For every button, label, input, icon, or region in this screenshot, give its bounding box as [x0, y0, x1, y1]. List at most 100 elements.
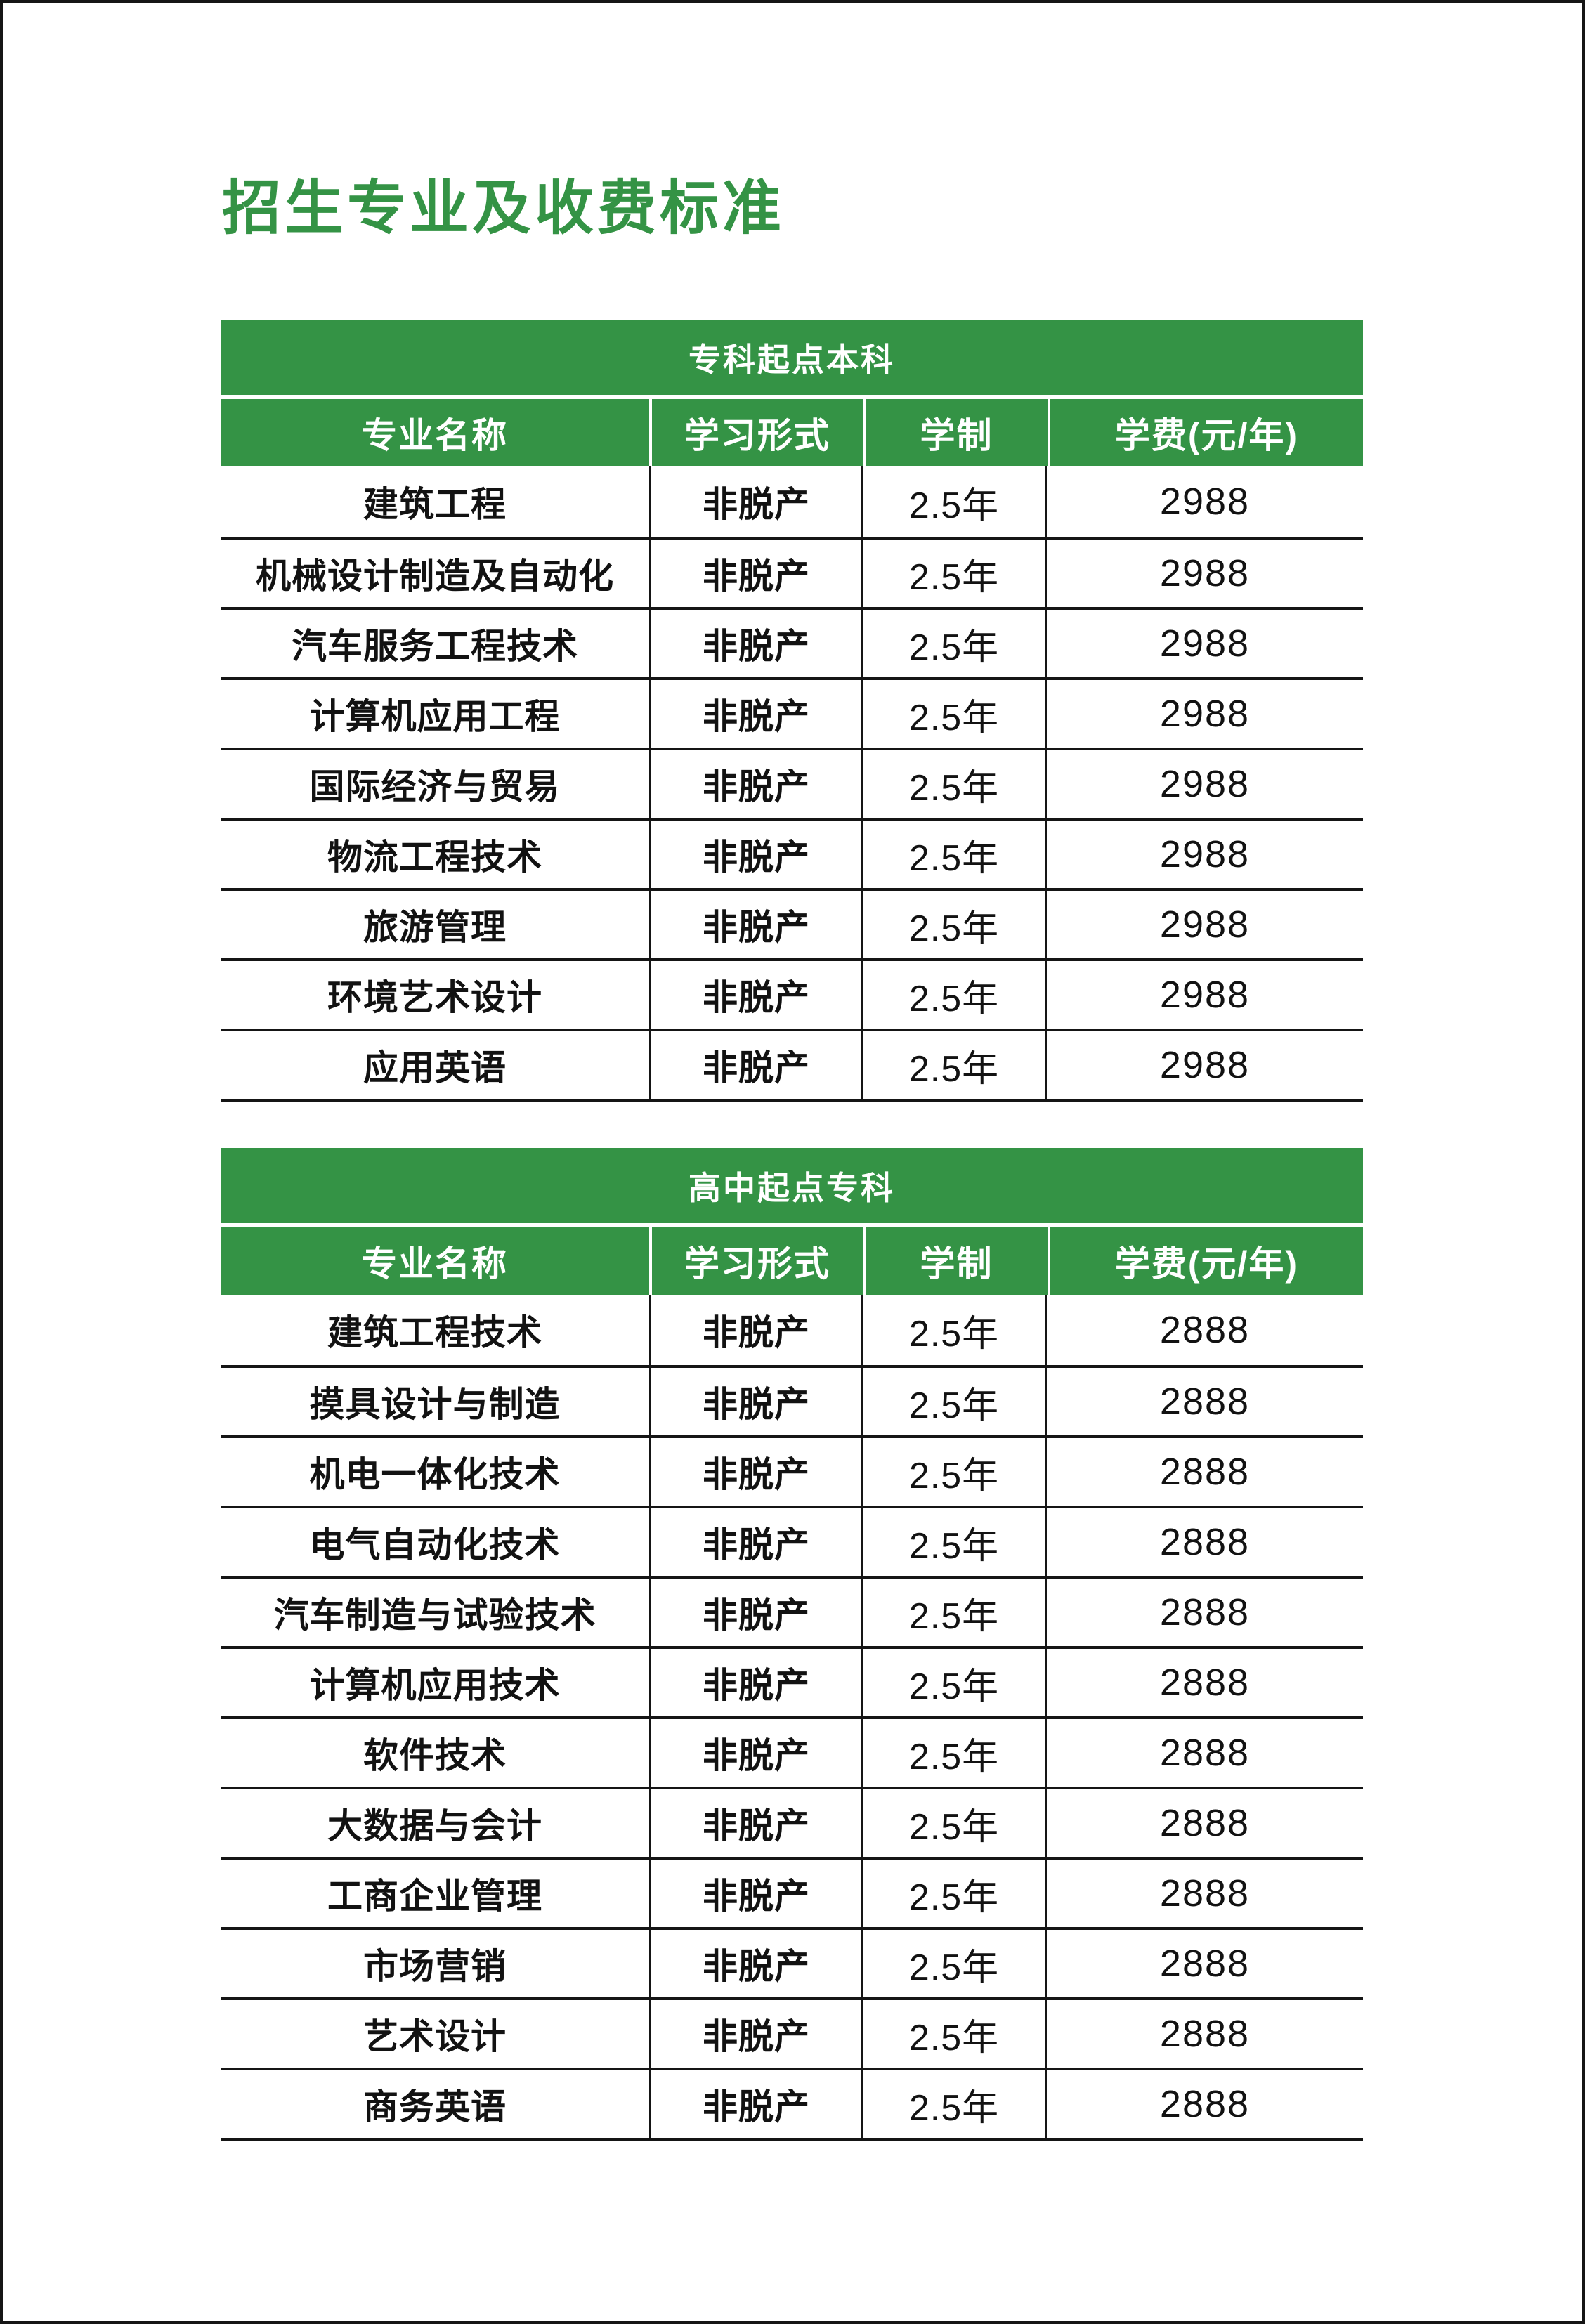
major-name-cell: 建筑工程 — [363, 485, 507, 524]
major-name-cell: 汽车服务工程技术 — [292, 627, 578, 666]
major-name-cell: 工商企业管理 — [327, 1876, 542, 1916]
duration-cell: 2.5年 — [861, 961, 1045, 1029]
duration-cell: 2.5年 — [861, 891, 1045, 958]
study-form-cell: 非脱产 — [649, 1930, 861, 1997]
table-zhuanke: 高中起点专科 专业名称 学习形式 学制 学费(元/年) 建筑工程技术 非脱产 2.5… — [221, 1148, 1363, 2141]
tuition-cell: 2888 — [1045, 1930, 1363, 1997]
table-row: 机械设计制造及自动化 非脱产 2.5年 2988 — [221, 537, 1363, 607]
tuition-cell: 2988 — [1045, 1031, 1363, 1099]
duration-cell: 2.5年 — [861, 1031, 1045, 1099]
table-row: 商务英语 非脱产 2.5年 2888 — [221, 2068, 1363, 2138]
table-row: 软件技术 非脱产 2.5年 2888 — [221, 1716, 1363, 1787]
tuition-cell: 2988 — [1045, 610, 1363, 677]
major-name-cell: 计算机应用技术 — [309, 1666, 561, 1705]
study-form-cell: 非脱产 — [649, 891, 861, 958]
column-header-major: 专业名称 — [221, 1227, 649, 1295]
major-name-cell: 应用英语 — [363, 1048, 507, 1088]
major-name-cell: 机械设计制造及自动化 — [256, 556, 614, 596]
tuition-cell: 2888 — [1045, 1295, 1363, 1365]
table-row: 建筑工程技术 非脱产 2.5年 2888 — [221, 1295, 1363, 1365]
study-form-cell: 非脱产 — [649, 821, 861, 888]
table-banner: 高中起点专科 — [221, 1148, 1363, 1223]
tuition-cell: 2888 — [1045, 1789, 1363, 1857]
tuition-cell: 2988 — [1045, 540, 1363, 607]
table-row: 市场营销 非脱产 2.5年 2888 — [221, 1927, 1363, 1997]
table-row: 物流工程技术 非脱产 2.5年 2988 — [221, 818, 1363, 888]
table-banner: 专科起点本科 — [221, 320, 1363, 395]
major-name-cell: 汽车制造与试验技术 — [273, 1595, 596, 1635]
table-column-headers: 专业名称 学习形式 学制 学费(元/年) — [221, 399, 1363, 466]
table-row: 应用英语 非脱产 2.5年 2988 — [221, 1029, 1363, 1099]
tuition-cell: 2888 — [1045, 1719, 1363, 1787]
major-name-cell: 摸具设计与制造 — [309, 1385, 561, 1424]
table-body: 建筑工程 非脱产 2.5年 2988 机械设计制造及自动化 非脱产 2.5年 2988 汽车服务… — [221, 466, 1363, 1102]
study-form-cell: 非脱产 — [649, 2000, 861, 2068]
duration-cell: 2.5年 — [861, 1719, 1045, 1787]
column-header-study-form: 学习形式 — [652, 399, 863, 466]
major-name-cell: 机电一体化技术 — [309, 1455, 561, 1494]
major-name-cell: 大数据与会计 — [327, 1806, 542, 1846]
study-form-cell: 非脱产 — [649, 1649, 861, 1716]
duration-cell: 2.5年 — [861, 1789, 1045, 1857]
duration-cell: 2.5年 — [861, 1295, 1045, 1365]
study-form-cell: 非脱产 — [649, 1719, 861, 1787]
study-form-cell: 非脱产 — [649, 610, 861, 677]
tuition-cell: 2888 — [1045, 1860, 1363, 1927]
study-form-cell: 非脱产 — [649, 540, 861, 607]
study-form-cell: 非脱产 — [649, 1789, 861, 1857]
column-header-study-form: 学习形式 — [652, 1227, 863, 1295]
major-name-cell: 商务英语 — [363, 2087, 507, 2127]
tuition-cell: 2888 — [1045, 1508, 1363, 1576]
duration-cell: 2.5年 — [861, 1438, 1045, 1506]
study-form-cell: 非脱产 — [649, 466, 861, 537]
tuition-cell: 2988 — [1045, 466, 1363, 537]
tuition-cell: 2988 — [1045, 821, 1363, 888]
tuition-cell: 2988 — [1045, 961, 1363, 1029]
table-row: 汽车制造与试验技术 非脱产 2.5年 2888 — [221, 1576, 1363, 1646]
tuition-cell: 2988 — [1045, 680, 1363, 748]
table-row: 国际经济与贸易 非脱产 2.5年 2988 — [221, 748, 1363, 818]
table-row: 计算机应用技术 非脱产 2.5年 2888 — [221, 1646, 1363, 1716]
table-row: 汽车服务工程技术 非脱产 2.5年 2988 — [221, 607, 1363, 677]
column-header-duration: 学制 — [866, 399, 1048, 466]
duration-cell: 2.5年 — [861, 750, 1045, 818]
major-name-cell: 环境艺术设计 — [327, 978, 542, 1017]
table-row: 摸具设计与制造 非脱产 2.5年 2888 — [221, 1365, 1363, 1435]
duration-cell: 2.5年 — [861, 1508, 1045, 1576]
duration-cell: 2.5年 — [861, 2070, 1045, 2138]
duration-cell: 2.5年 — [861, 466, 1045, 537]
table-row: 大数据与会计 非脱产 2.5年 2888 — [221, 1787, 1363, 1857]
column-header-duration: 学制 — [866, 1227, 1048, 1295]
table-row: 建筑工程 非脱产 2.5年 2988 — [221, 466, 1363, 537]
study-form-cell: 非脱产 — [649, 1295, 861, 1365]
tuition-cell: 2888 — [1045, 1368, 1363, 1435]
tuition-cell: 2888 — [1045, 1579, 1363, 1646]
study-form-cell: 非脱产 — [649, 1508, 861, 1576]
study-form-cell: 非脱产 — [649, 1438, 861, 1506]
table-body: 建筑工程技术 非脱产 2.5年 2888 摸具设计与制造 非脱产 2.5年 2888 机电一体化… — [221, 1295, 1363, 2141]
major-name-cell: 软件技术 — [363, 1736, 507, 1775]
major-name-cell: 物流工程技术 — [327, 837, 542, 877]
column-header-tuition: 学费(元/年) — [1050, 399, 1363, 466]
study-form-cell: 非脱产 — [649, 2070, 861, 2138]
tuition-cell: 2888 — [1045, 2070, 1363, 2138]
study-form-cell: 非脱产 — [649, 1368, 861, 1435]
study-form-cell: 非脱产 — [649, 1579, 861, 1646]
study-form-cell: 非脱产 — [649, 1031, 861, 1099]
page-title: 招生专业及收费标准 — [222, 175, 785, 241]
duration-cell: 2.5年 — [861, 1649, 1045, 1716]
study-form-cell: 非脱产 — [649, 1860, 861, 1927]
major-name-cell: 国际经济与贸易 — [309, 767, 561, 807]
major-name-cell: 市场营销 — [363, 1947, 507, 1986]
tuition-cell: 2888 — [1045, 2000, 1363, 2068]
table-row: 工商企业管理 非脱产 2.5年 2888 — [221, 1857, 1363, 1927]
table-row: 电气自动化技术 非脱产 2.5年 2888 — [221, 1506, 1363, 1576]
tuition-cell: 2988 — [1045, 750, 1363, 818]
table-column-headers: 专业名称 学习形式 学制 学费(元/年) — [221, 1227, 1363, 1295]
table-benke: 专科起点本科 专业名称 学习形式 学制 学费(元/年) 建筑工程 非脱产 2.5年 2… — [221, 320, 1363, 1102]
duration-cell: 2.5年 — [861, 1368, 1045, 1435]
column-header-tuition: 学费(元/年) — [1050, 1227, 1363, 1295]
major-name-cell: 旅游管理 — [363, 908, 507, 947]
table-row: 环境艺术设计 非脱产 2.5年 2988 — [221, 958, 1363, 1029]
table-row: 机电一体化技术 非脱产 2.5年 2888 — [221, 1435, 1363, 1506]
